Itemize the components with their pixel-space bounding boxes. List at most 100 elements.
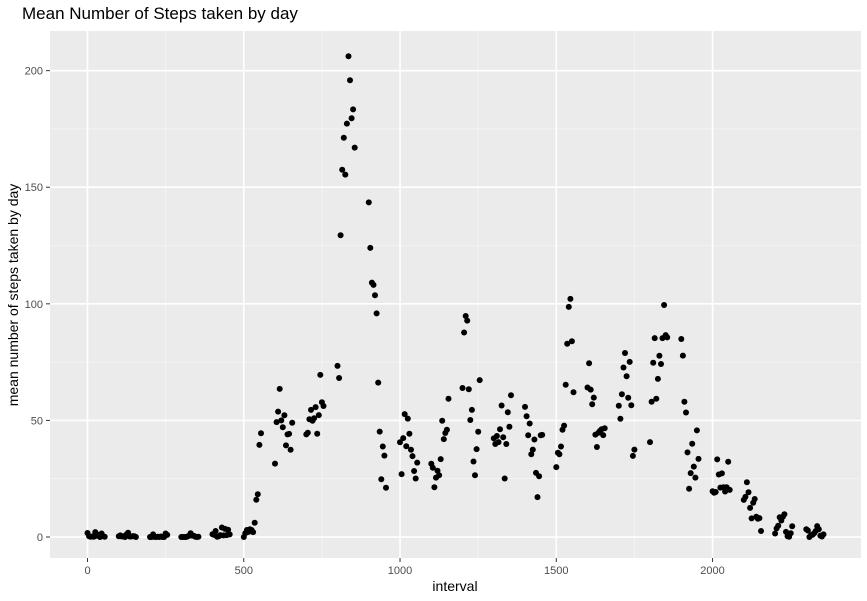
- data-point: [553, 464, 560, 471]
- data-point: [465, 386, 472, 393]
- x-axis-ticks: 0 500 1000 1500 2000: [84, 558, 725, 577]
- x-tick-label: 2000: [700, 565, 724, 577]
- data-point: [272, 460, 278, 467]
- data-point: [254, 491, 261, 498]
- data-point: [472, 472, 478, 479]
- data-point: [528, 451, 535, 458]
- data-point: [312, 404, 319, 411]
- data-point: [286, 430, 293, 437]
- data-point: [658, 361, 664, 367]
- data-point: [468, 406, 475, 413]
- data-point: [506, 423, 513, 430]
- data-point: [815, 526, 822, 533]
- data-point: [617, 415, 624, 422]
- data-point: [251, 519, 258, 526]
- data-point: [437, 456, 444, 463]
- data-point: [462, 313, 469, 319]
- data-point: [495, 439, 502, 446]
- y-axis-ticks: 0 50 100 150 200: [25, 66, 50, 544]
- data-point: [414, 459, 421, 466]
- data-point: [758, 528, 764, 534]
- data-point: [501, 475, 508, 482]
- plot-panel: [50, 31, 861, 558]
- data-point: [678, 336, 685, 342]
- y-tick-label: 200: [25, 66, 43, 78]
- data-point: [378, 476, 385, 483]
- data-point: [695, 455, 702, 462]
- data-point: [693, 427, 700, 434]
- data-point: [439, 417, 446, 424]
- data-point: [775, 522, 782, 529]
- data-point: [397, 439, 403, 446]
- data-point: [381, 452, 388, 459]
- data-point: [256, 441, 263, 448]
- data-point: [383, 484, 389, 491]
- data-point: [622, 350, 628, 356]
- data-point: [164, 531, 171, 538]
- data-point: [315, 412, 322, 419]
- data-point: [375, 379, 382, 386]
- data-point: [404, 415, 411, 422]
- data-point: [683, 409, 689, 416]
- data-point: [748, 515, 755, 522]
- data-point: [348, 115, 355, 122]
- data-point: [372, 292, 378, 299]
- data-point: [459, 385, 466, 391]
- data-point: [631, 446, 638, 453]
- data-point: [679, 352, 686, 359]
- data-point: [287, 446, 294, 453]
- data-point: [567, 295, 574, 302]
- minor-gridlines: [50, 31, 861, 558]
- data-point: [340, 134, 347, 141]
- data-point: [531, 436, 538, 443]
- data-point: [539, 431, 546, 438]
- data-point: [304, 429, 311, 436]
- data-point: [250, 529, 257, 536]
- data-point: [411, 468, 418, 474]
- data-point: [342, 171, 349, 178]
- y-tick-label: 50: [31, 415, 43, 427]
- data-point: [620, 364, 627, 371]
- data-point: [258, 430, 264, 437]
- data-point: [195, 533, 202, 540]
- data-point: [681, 398, 688, 405]
- data-point: [523, 413, 530, 420]
- data-point: [225, 526, 232, 533]
- data-point: [787, 530, 794, 537]
- data-point: [347, 77, 353, 84]
- data-point: [226, 531, 233, 538]
- chart-title: Mean Number of Steps taken by day: [22, 4, 298, 23]
- x-axis-title: interval: [432, 578, 477, 594]
- data-point: [408, 446, 414, 453]
- data-point: [804, 527, 811, 534]
- data-point: [276, 385, 283, 392]
- x-tick-label: 0: [84, 565, 90, 577]
- data-point: [132, 534, 139, 540]
- data-point: [742, 493, 749, 500]
- data-point: [497, 426, 503, 433]
- data-point: [370, 281, 377, 288]
- data-point: [500, 434, 507, 441]
- data-point: [273, 419, 280, 426]
- data-point: [281, 412, 288, 419]
- data-point: [653, 395, 660, 402]
- data-point: [400, 435, 407, 442]
- data-point: [431, 484, 438, 491]
- data-point: [343, 120, 350, 127]
- data-point: [308, 406, 314, 413]
- data-point: [714, 456, 721, 463]
- data-point: [436, 472, 443, 479]
- data-point: [600, 432, 607, 439]
- data-point: [367, 244, 374, 251]
- data-point: [337, 232, 344, 239]
- data-point: [628, 402, 635, 409]
- data-point: [536, 473, 543, 480]
- data-point: [526, 420, 533, 427]
- data-point: [317, 371, 324, 378]
- data-point: [475, 428, 482, 435]
- data-point: [373, 310, 380, 317]
- data-point: [339, 166, 346, 173]
- data-point: [289, 419, 296, 426]
- data-point: [589, 401, 596, 408]
